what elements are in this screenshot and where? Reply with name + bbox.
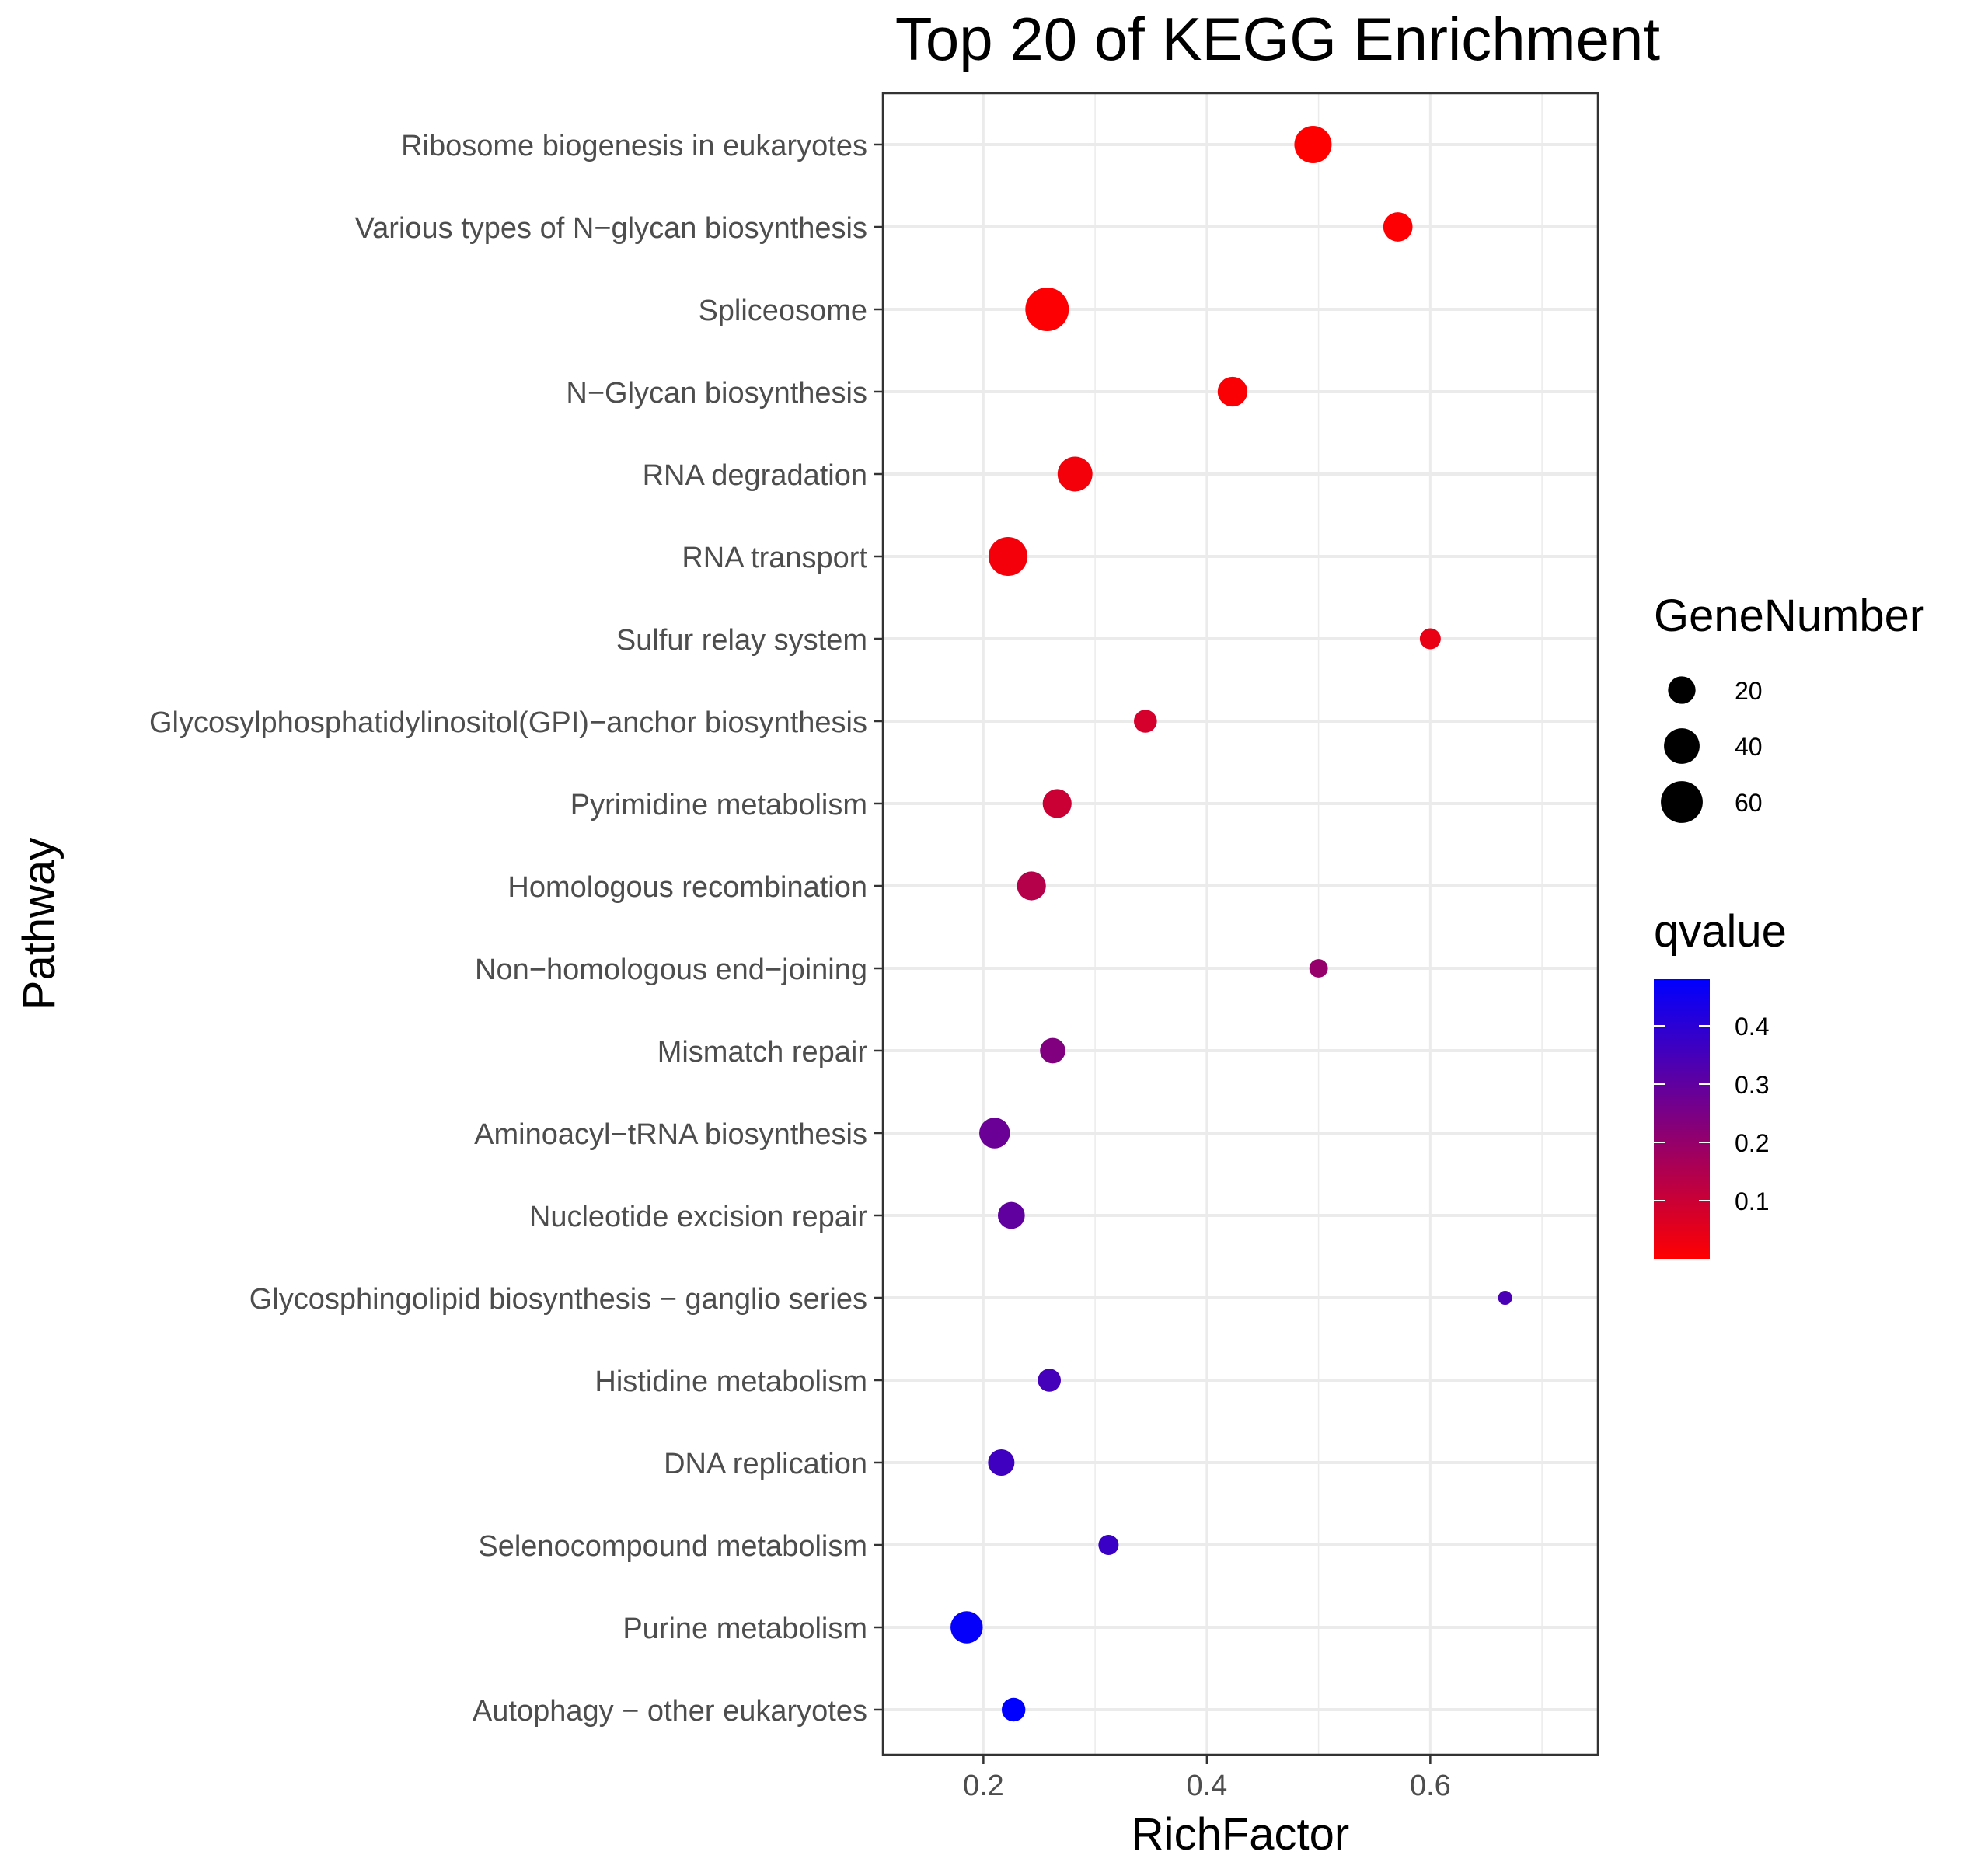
data-point <box>1042 789 1072 818</box>
data-point <box>1419 628 1441 650</box>
y-tick-label: Selenocompound metabolism <box>478 1530 867 1563</box>
data-point <box>979 1118 1010 1149</box>
y-tick-label: Histidine metabolism <box>595 1365 867 1398</box>
chart-title: Top 20 of KEGG Enrichment <box>895 5 1660 73</box>
data-point <box>1038 1369 1061 1392</box>
data-point <box>1040 1037 1065 1064</box>
y-tick-label: N−Glycan biosynthesis <box>566 377 867 410</box>
y-tick-label: Ribosome biogenesis in eukaryotes <box>401 130 867 162</box>
y-tick-label: RNA degradation <box>643 459 867 492</box>
color-legend-label: 0.1 <box>1735 1187 1769 1215</box>
y-axis: Ribosome biogenesis in eukaryotes Various… <box>149 130 883 1728</box>
data-point <box>1498 1290 1512 1306</box>
y-tick-label: Homologous recombination <box>507 871 867 904</box>
y-tick-label: Various types of N−glycan biosynthesis <box>355 212 867 245</box>
y-tick-label: Purine metabolism <box>623 1613 867 1645</box>
x-tick-label: 0.4 <box>1186 1770 1227 1802</box>
data-point <box>1025 288 1069 331</box>
data-point <box>1134 710 1157 733</box>
data-point <box>1017 871 1046 901</box>
y-tick-label: Spliceosome <box>698 295 867 327</box>
data-point <box>1098 1534 1119 1556</box>
y-tick-label: Glycosylphosphatidylinositol(GPI)−anchor… <box>149 706 867 739</box>
size-legend-label: 60 <box>1735 789 1763 817</box>
size-legend-circle <box>1661 781 1703 823</box>
data-point <box>950 1611 983 1644</box>
size-legend: GeneNumber 20 40 60 <box>1654 591 1924 823</box>
size-legend-keys: 20 40 60 <box>1661 676 1763 823</box>
color-legend-title: qvalue <box>1654 906 1787 957</box>
color-legend-label: 0.2 <box>1735 1129 1769 1157</box>
y-tick-label: Mismatch repair <box>657 1036 868 1069</box>
points-layer <box>950 126 1512 1722</box>
x-tick-label: 0.2 <box>963 1770 1004 1802</box>
plot-border <box>881 92 1599 1756</box>
color-legend-bar <box>1654 979 1710 1259</box>
y-tick-label: Glycosphingolipid biosynthesis − ganglio… <box>249 1283 867 1316</box>
y-axis-title: Pathway <box>14 838 65 1010</box>
size-legend-label: 20 <box>1735 677 1763 705</box>
data-point <box>1294 126 1332 163</box>
data-point <box>988 536 1028 577</box>
data-point <box>1383 212 1413 242</box>
y-tick-label: RNA transport <box>682 542 867 574</box>
x-axis: 0.2 0.4 0.6 <box>963 1755 1451 1802</box>
y-tick-label: Nucleotide excision repair <box>529 1201 867 1233</box>
data-point <box>1001 1697 1026 1722</box>
size-legend-circle <box>1668 676 1696 704</box>
data-point <box>1217 376 1248 407</box>
data-point <box>997 1201 1025 1229</box>
size-legend-label: 40 <box>1735 733 1763 761</box>
data-point <box>1057 456 1093 492</box>
color-legend: qvalue 0.1 0.2 0.3 0.4 <box>1654 906 1787 1259</box>
color-legend-label: 0.4 <box>1735 1013 1769 1041</box>
x-axis-title: RichFactor <box>1132 1809 1349 1860</box>
y-tick-label: Aminoacyl−tRNA biosynthesis <box>474 1118 867 1151</box>
x-tick-label: 0.6 <box>1410 1770 1451 1802</box>
y-tick-label: DNA replication <box>664 1448 867 1480</box>
data-point <box>988 1449 1015 1477</box>
plot-panel <box>883 93 1598 1755</box>
size-legend-circle <box>1664 728 1700 764</box>
y-tick-label: Pyrimidine metabolism <box>570 789 867 821</box>
size-legend-title: GeneNumber <box>1654 591 1924 641</box>
color-legend-ticks: 0.1 0.2 0.3 0.4 <box>1654 1013 1769 1215</box>
y-tick-label: Non−homologous end−joining <box>475 954 867 986</box>
data-point <box>1309 959 1328 978</box>
y-tick-label: Sulfur relay system <box>616 624 867 657</box>
color-legend-label: 0.3 <box>1735 1071 1769 1099</box>
y-tick-label: Autophagy − other eukaryotes <box>473 1695 867 1728</box>
